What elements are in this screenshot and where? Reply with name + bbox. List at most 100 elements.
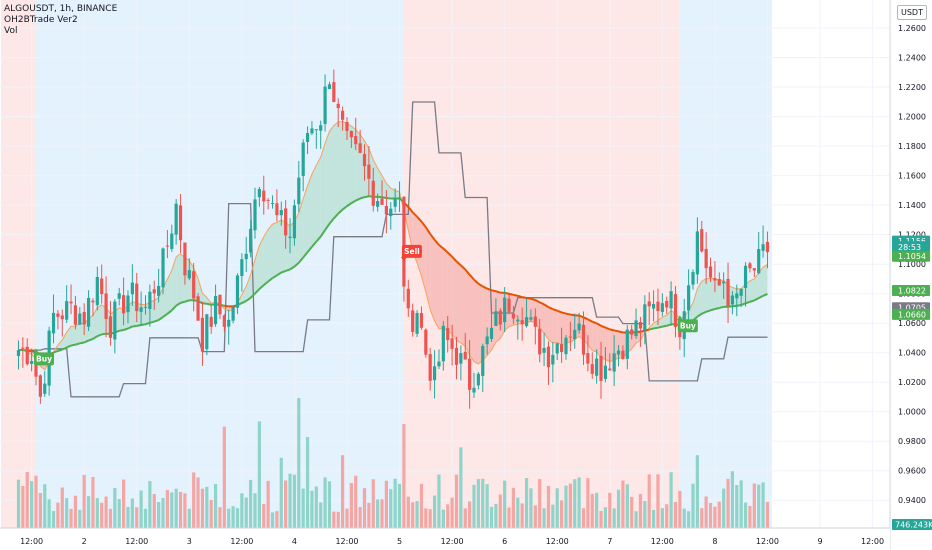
candle-56	[262, 175, 266, 215]
slow-ma-seg-136	[613, 329, 619, 333]
candle-body	[752, 268, 756, 271]
candle-body	[669, 291, 673, 309]
candle-body	[319, 125, 323, 131]
volume-bar-23	[117, 499, 121, 528]
price-label-bg	[892, 308, 930, 320]
candle-body	[297, 177, 301, 205]
currency-badge[interactable]: USDT	[897, 5, 927, 20]
candle-body	[108, 316, 113, 338]
slow-ma-seg-133	[600, 324, 606, 329]
candle-body	[612, 353, 616, 372]
candle-body	[323, 86, 327, 124]
trend-fill-84	[386, 183, 391, 199]
candle-38	[183, 242, 187, 285]
volume-bar-90	[411, 502, 415, 528]
slow-ma-seg-114	[517, 294, 523, 299]
candle-body	[542, 347, 546, 353]
trend-fill-97	[443, 248, 448, 331]
indicator-title[interactable]: OH2BTrade Ver2	[4, 15, 78, 25]
volume-bar-140	[630, 496, 634, 528]
volume-bar-7	[47, 499, 51, 528]
slow-ma-seg-78	[359, 196, 365, 200]
candle-165	[739, 288, 743, 307]
candle-body	[231, 306, 235, 321]
trend-fill-147	[662, 315, 667, 327]
volume-bar-87	[397, 483, 402, 528]
candle-body	[336, 103, 340, 108]
candle-166	[743, 262, 748, 307]
candle-111	[503, 287, 507, 333]
candle-65	[301, 139, 305, 192]
candle-74	[341, 106, 345, 131]
candle-body	[621, 350, 625, 359]
slow-ma-seg-14	[79, 341, 85, 345]
candle-103	[468, 339, 472, 409]
slow-ma-seg-75	[346, 202, 352, 207]
trend-fill-122	[552, 309, 558, 343]
x-tick-label-3: 3	[187, 537, 192, 546]
slow-ma-seg-13	[75, 342, 81, 346]
candle-29	[143, 295, 148, 315]
candle-body	[708, 266, 713, 278]
slow-ma-seg-121	[548, 306, 554, 311]
x-tick-label-10: 12:00	[546, 537, 569, 546]
slow-ma-seg-102	[464, 268, 471, 276]
candle-6	[43, 370, 47, 397]
trend-fill-42	[202, 293, 207, 304]
candle-body	[73, 305, 78, 325]
candle-body	[100, 278, 104, 295]
slow-ma-seg-67	[311, 240, 318, 248]
candle-body	[21, 347, 25, 349]
y-tick-label-15: 0.9600	[898, 467, 926, 476]
candle-109	[494, 298, 498, 327]
y-tick-label-13: 1.0000	[898, 408, 926, 417]
trend-fill-23	[119, 307, 124, 331]
candle-body	[152, 289, 156, 294]
slow-ma-seg-17	[92, 335, 98, 340]
candle-71	[327, 81, 332, 90]
candle-23	[117, 287, 121, 306]
candle-12	[69, 284, 73, 315]
volume-bar-116	[524, 478, 529, 528]
candle-body	[222, 315, 226, 327]
trend-fill-71	[329, 125, 334, 224]
candle-body	[86, 297, 91, 327]
volume-title[interactable]: Vol	[4, 26, 18, 36]
candle-body	[643, 304, 647, 331]
candle-72	[332, 69, 336, 103]
volume-bar-39	[187, 508, 191, 528]
volume-bar-60	[279, 457, 283, 528]
candle-body	[196, 296, 200, 321]
candle-body	[713, 278, 717, 281]
symbol-title[interactable]: ALGOUSDT, 1h, BINANCE	[4, 4, 118, 14]
candle-53	[249, 219, 253, 258]
trend-fill-170	[763, 264, 768, 296]
volume-bar-52	[244, 497, 248, 528]
candle-119	[538, 318, 542, 363]
candle-body	[743, 265, 748, 289]
volume-bar-88	[402, 424, 406, 528]
candle-body	[687, 285, 691, 311]
candle-125	[564, 335, 568, 360]
candle-body	[538, 328, 542, 355]
x-tick-label-16: 12:00	[861, 537, 884, 546]
slow-ma-seg-128	[578, 314, 584, 319]
volume-bar-153	[687, 511, 691, 528]
volume-bar-115	[520, 503, 524, 528]
candle-body	[638, 322, 643, 329]
candle-90	[411, 303, 415, 337]
price-label-text: 1.1054	[898, 252, 926, 261]
slow-ma-seg-24	[123, 327, 129, 331]
slow-ma-seg-165	[740, 302, 746, 306]
y-tick-label-4: 1.1800	[898, 142, 926, 151]
candle-body	[139, 307, 143, 312]
volume-bar-2	[25, 471, 29, 528]
volume-bar-163	[730, 471, 735, 528]
candle-body	[411, 310, 415, 332]
candle-80	[367, 146, 371, 196]
indicator-lines	[18, 101, 768, 398]
volume-bar-108	[489, 506, 494, 528]
volume-bar-75	[345, 508, 349, 528]
candle-92	[419, 306, 424, 330]
